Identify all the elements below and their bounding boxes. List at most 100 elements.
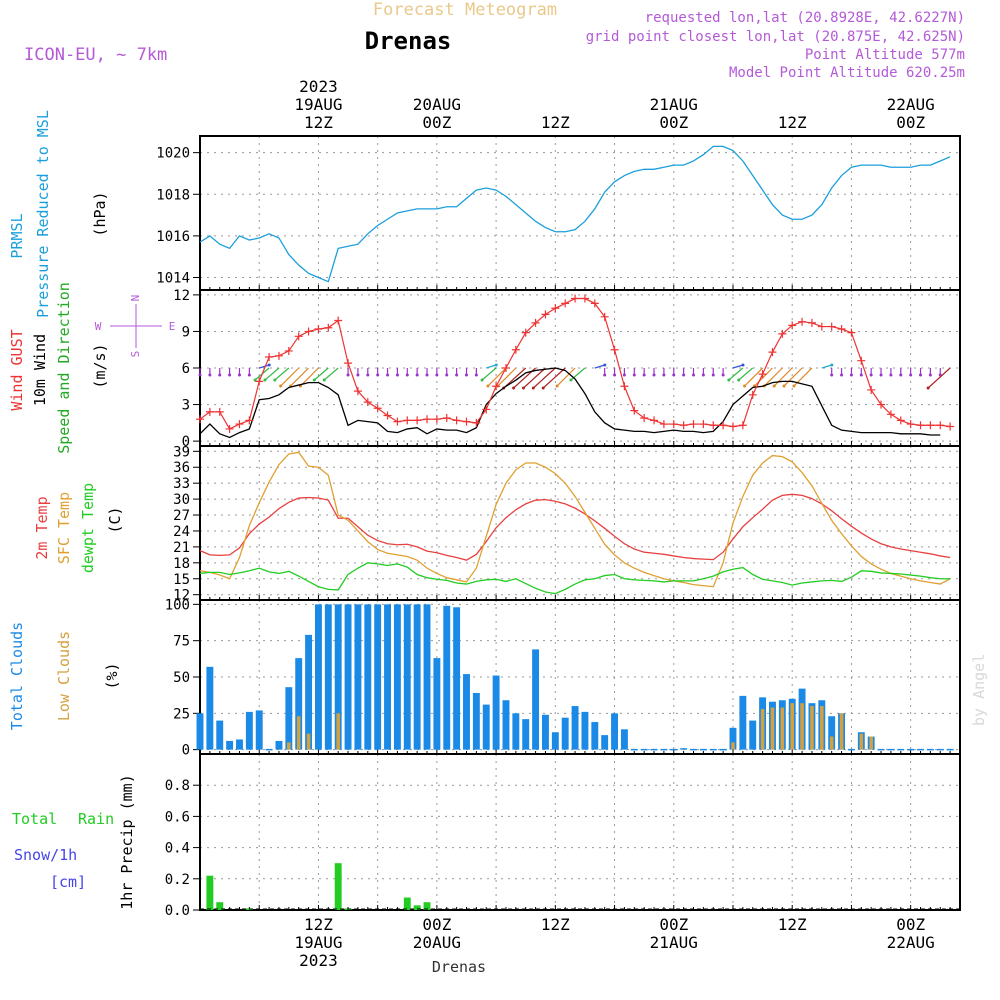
wind-gust-marker (571, 294, 580, 303)
model-label: ICON-EU, ~ 7km (24, 45, 167, 65)
precipitation-y-tick-label: 0.4 (165, 841, 190, 857)
cloud-bars (196, 604, 954, 751)
wind-arrow-head (415, 373, 419, 377)
precip-ylabel: 1hr Precip (mm) (118, 774, 136, 909)
wind-gust-marker (501, 364, 510, 372)
wind-gust-marker (699, 420, 708, 429)
total-cloud-bar (620, 729, 628, 750)
wind-arrow-head (464, 373, 468, 377)
wind-gust-marker (580, 294, 589, 303)
wind-arrow-head (682, 373, 686, 377)
wind-gust-marker (877, 400, 886, 409)
wind-arrow (290, 367, 309, 387)
total-cloud-bar (492, 675, 500, 750)
total-cloud-bar (472, 692, 480, 750)
clouds-y-tick-label: 0 (182, 743, 190, 759)
wind-arrow-head (356, 373, 360, 377)
wind-arrow (542, 367, 566, 389)
top-time-label: 19AUG (294, 95, 342, 114)
wind-arrow-head (879, 373, 883, 377)
wind-arrow (783, 367, 803, 387)
wind-arrow-head (849, 373, 853, 377)
wind-arrow-head (662, 373, 666, 377)
wind-gust-marker (847, 328, 856, 337)
low-cloud-bar (287, 742, 291, 750)
wind-arrow-head (701, 373, 705, 377)
compass-s: S (129, 351, 142, 358)
wind-arrow-head (642, 373, 646, 377)
wind-gust-marker (817, 322, 826, 331)
wind-gust-marker (452, 416, 461, 425)
low-cloud-bar (829, 736, 834, 750)
wind-arrow (313, 367, 329, 381)
wind-gust-marker (788, 321, 797, 330)
compass-e: E (169, 320, 176, 333)
wind-arrow (728, 367, 744, 381)
wind-gust-marker (353, 387, 362, 396)
wind-arrow-head (840, 373, 844, 377)
wind-arrow-head (555, 384, 559, 388)
wind-arrow-head (445, 373, 449, 377)
wind-arrow (738, 367, 754, 381)
wind-gust-marker (768, 348, 777, 357)
pressure-label-prmsl: PRMSL (8, 213, 26, 258)
wind-gust-marker (916, 421, 925, 430)
top-time-label: 00Z (422, 113, 451, 132)
total-cloud-bar (512, 713, 520, 750)
wind-arrow-head (531, 386, 535, 390)
total-cloud-bar (571, 706, 579, 750)
total-cloud-bar (305, 634, 313, 750)
wind-arrow-head (692, 373, 696, 377)
temperature-y-tick-label: 27 (173, 508, 190, 524)
bottom-time-label: 2023 (299, 951, 338, 970)
wind-gust-marker (314, 325, 323, 333)
wind-arrow-head (395, 373, 399, 377)
wind-arrow (259, 364, 270, 369)
total-cloud-bar (403, 604, 411, 750)
total-cloud-bar (581, 711, 589, 750)
bottom-time-label: 00Z (422, 915, 451, 934)
temp-label-sfc: SFC Temp (55, 492, 73, 564)
total-cloud-bar (196, 713, 204, 750)
point-altitude: Point Altitude 577m (805, 47, 965, 63)
footer-station: Drenas (432, 958, 486, 976)
precipitation-y-tick-label: 0.0 (165, 903, 190, 919)
wind-arrow-head (322, 378, 326, 382)
wind-gust-marker (274, 351, 283, 360)
wind-y-tick-label: 6 (182, 361, 190, 377)
wind-label-direction: Speed and Direction (55, 282, 73, 454)
precipitation-y-tick-label: 0.8 (165, 778, 190, 794)
wind-arrow-head (889, 373, 893, 377)
total-cloud-bar (216, 720, 224, 750)
temp-dewpt-line (199, 562, 951, 595)
wind-arrow-head (727, 378, 731, 382)
wind-arrow-head (273, 378, 277, 382)
wind-arrow (821, 364, 832, 369)
wind-arrow (497, 367, 517, 387)
low-cloud-bar (810, 706, 814, 750)
wind-arrow-head (253, 378, 257, 382)
top-time-label: 22AUG (887, 95, 935, 114)
total-cloud-bar (729, 727, 737, 750)
wind-gust-marker (679, 421, 688, 430)
wind-gust-marker (432, 415, 441, 424)
wind-gust-line (199, 297, 951, 430)
wind-gust-marker (442, 413, 451, 422)
wind-gust-marker (620, 382, 629, 391)
top-time-label: 2023 (299, 77, 338, 96)
low-cloud-bar (839, 713, 844, 750)
wind-arrow-head (613, 373, 617, 377)
low-cloud-bar (820, 706, 824, 750)
wind-arrow-head (772, 384, 776, 388)
low-cloud-bar (859, 733, 864, 750)
wind-arrow (763, 367, 783, 387)
wind-arrow-head (926, 386, 930, 390)
clouds-panel: 0 25 50 75 100 (165, 597, 961, 759)
wind-arrow (264, 367, 280, 381)
wind-arrow-head (830, 363, 834, 367)
wind-gust-marker (640, 413, 649, 422)
wind-gust-marker (294, 332, 303, 341)
wind-arrow (280, 367, 300, 387)
pressure-unit: (hPa) (91, 191, 109, 236)
wind-arrow-head (386, 373, 390, 377)
